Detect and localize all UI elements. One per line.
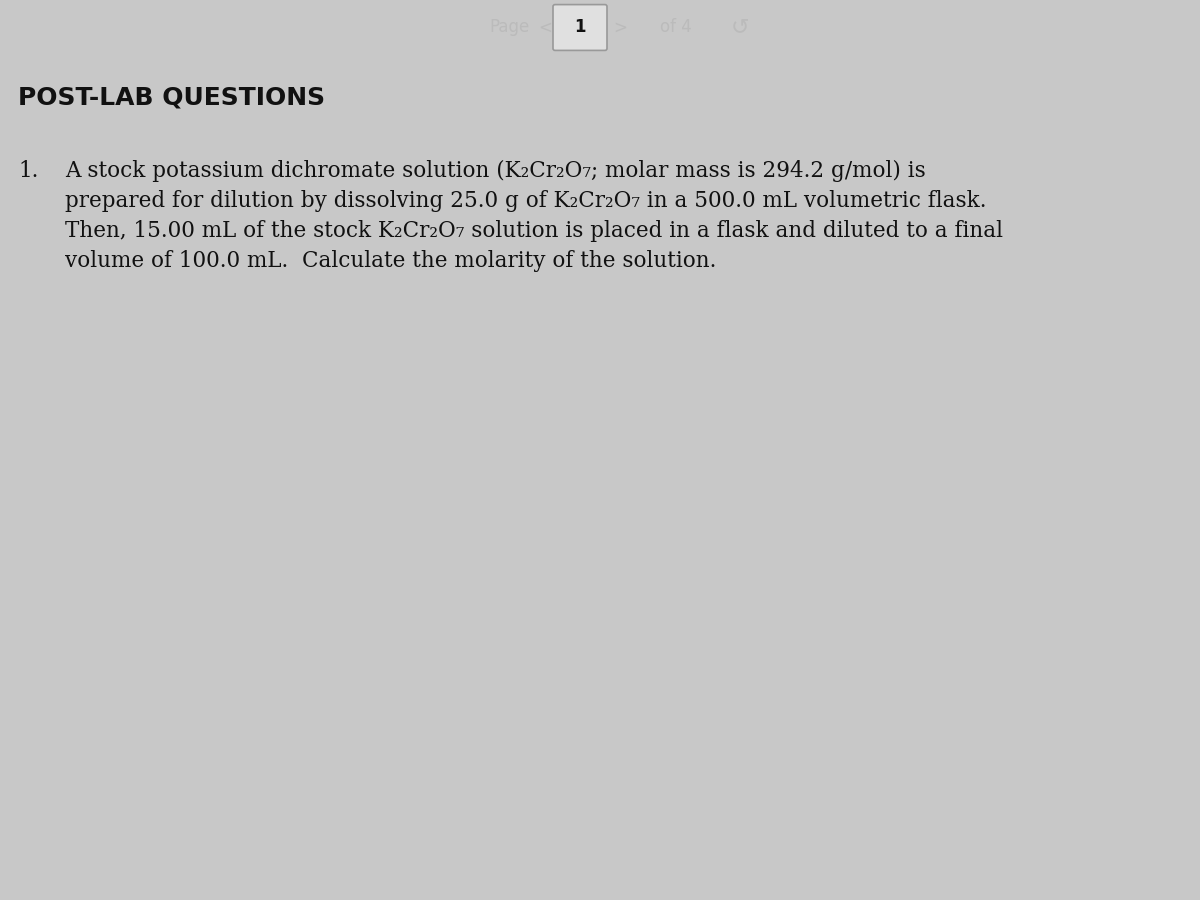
Text: <: <	[538, 19, 552, 37]
Text: Then, 15.00 mL of the stock K₂Cr₂O₇ solution is placed in a flask and diluted to: Then, 15.00 mL of the stock K₂Cr₂O₇ solu…	[65, 220, 1003, 242]
Text: Page: Page	[490, 19, 530, 37]
Text: volume of 100.0 mL.  Calculate the molarity of the solution.: volume of 100.0 mL. Calculate the molari…	[65, 250, 716, 272]
Text: >: >	[613, 19, 628, 37]
Text: A stock potassium dichromate solution (K₂Cr₂O₇; molar mass is 294.2 g/mol) is: A stock potassium dichromate solution (K…	[65, 160, 925, 182]
Text: POST-LAB QUESTIONS: POST-LAB QUESTIONS	[18, 85, 325, 109]
FancyBboxPatch shape	[553, 4, 607, 50]
Text: 1: 1	[575, 19, 586, 37]
Text: of 4: of 4	[660, 19, 691, 37]
Text: 1.: 1.	[18, 160, 38, 182]
Text: ↺: ↺	[731, 17, 749, 38]
Text: prepared for dilution by dissolving 25.0 g of K₂Cr₂O₇ in a 500.0 mL volumetric f: prepared for dilution by dissolving 25.0…	[65, 190, 986, 212]
